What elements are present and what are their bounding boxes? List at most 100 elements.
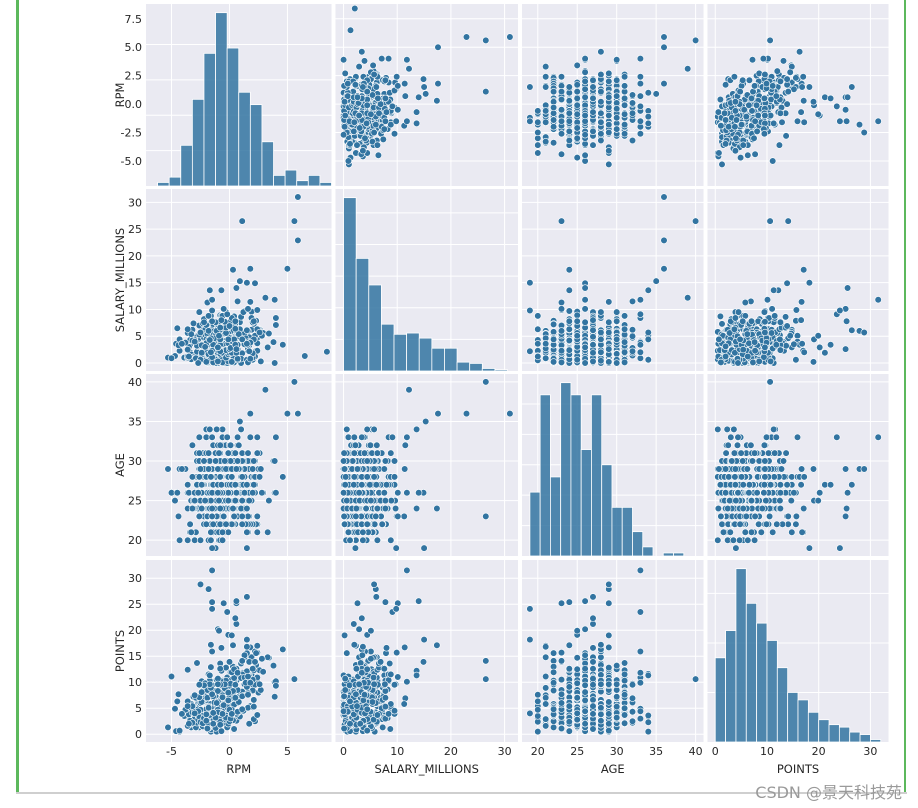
scatter-point	[605, 69, 613, 77]
histogram-bar-rpm	[296, 180, 309, 187]
scatter-point	[392, 544, 400, 552]
scatter-point	[613, 335, 621, 344]
scatter-point	[245, 720, 253, 728]
scatter-point	[605, 328, 613, 337]
scatter-point	[644, 119, 652, 127]
scatter-point	[187, 528, 195, 536]
scatter-point	[636, 130, 645, 138]
panel-rpm-vs-age	[522, 4, 704, 186]
scatter-point	[350, 127, 358, 135]
scatter-point	[589, 326, 597, 334]
scatter-point	[290, 217, 299, 225]
scatter-point	[249, 465, 257, 473]
scatter-point	[237, 425, 245, 434]
scatter-point	[250, 696, 258, 704]
scatter-point	[373, 449, 382, 457]
scatter-point	[716, 481, 725, 489]
scatter-point	[691, 36, 700, 45]
scatter-point	[245, 497, 253, 505]
scatter-point	[358, 481, 366, 489]
scatter-point	[350, 118, 358, 126]
scatter-point	[597, 308, 605, 316]
scatter-point	[573, 134, 581, 142]
scatter-point	[724, 504, 732, 513]
scatter-point	[860, 128, 868, 137]
scatter-point	[216, 324, 224, 332]
scatter-point	[714, 425, 722, 434]
scatter-point	[766, 481, 775, 489]
scatter-point	[173, 324, 181, 332]
scatter-point	[372, 120, 380, 129]
scatter-point	[526, 306, 534, 315]
scatter-point	[256, 473, 264, 481]
scatter-point	[370, 128, 378, 137]
scatter-point	[760, 94, 769, 102]
histogram-bar-rpm	[238, 91, 251, 187]
scatter-point	[353, 93, 362, 101]
scatter-point	[855, 120, 864, 129]
scatter-point	[269, 661, 278, 670]
scatter-point	[542, 107, 550, 115]
scatter-point	[874, 296, 882, 304]
scatter-point	[189, 319, 198, 328]
scatter-point	[549, 103, 558, 112]
scatter-point	[294, 236, 302, 244]
scatter-point	[506, 410, 514, 418]
scatter-point	[216, 665, 224, 673]
scatter-point	[799, 73, 807, 81]
scatter-point	[206, 680, 214, 688]
scatter-point	[234, 355, 242, 363]
scatter-point	[393, 73, 401, 81]
scatter-point	[542, 354, 550, 362]
scatter-point	[848, 481, 856, 489]
scatter-point	[253, 449, 261, 457]
scatter-point	[253, 433, 261, 441]
scatter-point	[761, 343, 769, 352]
scatter-point	[776, 481, 785, 489]
scatter-point	[597, 357, 605, 365]
scatter-point	[557, 117, 566, 125]
scatter-point	[714, 536, 722, 544]
scatter-point	[731, 465, 740, 473]
scatter-point	[766, 378, 774, 386]
panel-age-vs-rpm	[146, 374, 332, 556]
scatter-point	[784, 217, 792, 225]
scatter-point	[208, 296, 216, 304]
scatter-point	[370, 70, 378, 79]
scatter-point	[373, 536, 382, 544]
scatter-point	[271, 296, 279, 304]
scatter-point	[718, 320, 726, 328]
scatter-point	[826, 341, 835, 349]
scatter-point	[271, 693, 279, 701]
scatter-point	[589, 357, 597, 366]
scatter-point	[394, 673, 402, 681]
scatter-point	[184, 325, 192, 333]
scatter-point	[373, 504, 382, 513]
scatter-point	[369, 61, 377, 70]
scatter-point	[353, 141, 361, 149]
scatter-point	[783, 279, 791, 287]
scatter-point	[229, 266, 237, 274]
scatter-point	[565, 346, 573, 354]
scatter-point	[387, 449, 395, 457]
scatter-point	[271, 359, 279, 367]
scatter-point	[202, 717, 210, 725]
scatter-point	[231, 325, 239, 333]
scatter-point	[745, 101, 753, 109]
scatter-point	[368, 91, 377, 99]
scatter-point	[589, 333, 597, 341]
scatter-point	[394, 82, 402, 90]
scatter-point	[736, 87, 744, 96]
histogram-bar-rpm	[215, 12, 228, 187]
scatter-point	[620, 348, 629, 356]
scatter-point	[351, 81, 360, 89]
scatter-point	[372, 512, 380, 521]
scatter-point	[782, 449, 790, 457]
scatter-point	[203, 724, 211, 733]
scatter-point	[734, 308, 743, 316]
scatter-point	[231, 681, 239, 689]
scatter-point	[573, 356, 581, 364]
scatter-point	[743, 465, 751, 473]
scatter-point	[542, 83, 550, 91]
scatter-point	[256, 328, 264, 337]
